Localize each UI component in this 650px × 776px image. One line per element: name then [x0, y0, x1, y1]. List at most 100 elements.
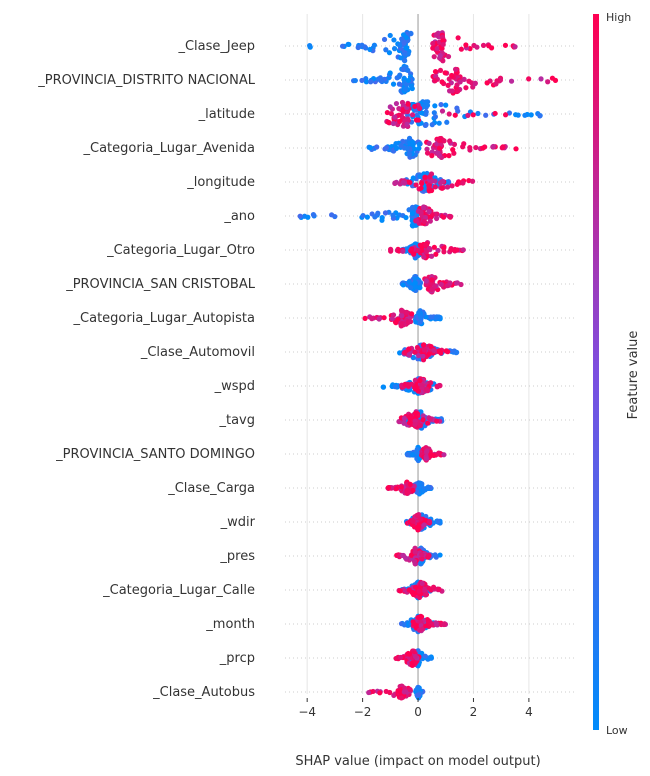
shap-point	[407, 481, 413, 487]
shap-point	[391, 37, 397, 43]
shap-point	[441, 138, 447, 144]
shap-point	[419, 110, 425, 116]
shap-point	[359, 42, 365, 48]
feature-label: _wdir	[220, 515, 256, 530]
feature-label: _month	[205, 617, 255, 632]
shap-point	[419, 580, 425, 587]
shap-point	[417, 377, 423, 384]
shap-point	[421, 347, 427, 353]
shap-point	[454, 105, 460, 111]
shap-point	[403, 214, 409, 221]
shap-point	[403, 45, 409, 51]
shap-point	[410, 175, 416, 181]
colorbar-title: Feature value	[626, 331, 641, 420]
shap-point	[408, 83, 414, 89]
shap-point	[409, 211, 416, 217]
shap-point	[412, 377, 418, 383]
shap-point	[426, 140, 432, 146]
x-axis: −4 −2 0 2 4	[298, 698, 533, 719]
feature-label: _PROVINCIA_SAN CRISTOBAL	[65, 277, 256, 292]
feature-label: _Clase_Jeep	[177, 39, 255, 54]
shap-point	[367, 46, 373, 53]
shap-point	[418, 209, 424, 216]
shap-point	[441, 245, 447, 251]
shap-point	[310, 212, 317, 218]
feature-label: _Categoria_Lugar_Avenida	[83, 141, 255, 156]
shap-point	[398, 312, 405, 318]
shap-point	[392, 384, 398, 390]
shap-point	[297, 213, 303, 219]
shap-point	[417, 480, 423, 486]
shap-point	[422, 174, 428, 180]
shap-point	[430, 584, 437, 590]
shap-point	[426, 518, 433, 525]
shap-point	[406, 135, 413, 141]
shap-point	[396, 248, 402, 254]
shap-point	[416, 105, 423, 111]
shap-point	[383, 47, 389, 53]
shap-point	[499, 145, 505, 151]
shap-point	[355, 44, 361, 51]
shap-point	[440, 214, 447, 220]
shap-point	[437, 67, 444, 74]
shap-point	[410, 487, 416, 494]
shap-point	[403, 81, 410, 88]
shap-point	[429, 277, 435, 283]
shap-point	[399, 36, 405, 42]
shap-point	[423, 122, 429, 128]
shap-point	[411, 483, 417, 489]
shap-point	[307, 43, 313, 49]
shap-point	[423, 278, 429, 284]
shap-point	[429, 122, 435, 128]
shap-point	[406, 587, 412, 593]
shap-point	[415, 388, 421, 394]
shap-point	[430, 45, 436, 51]
shap-point	[377, 75, 383, 81]
shap-point	[381, 315, 387, 321]
shap-point	[405, 383, 411, 389]
shap-point	[339, 43, 346, 49]
shap-point	[400, 179, 406, 186]
shap-point	[360, 212, 366, 219]
shap-point	[439, 185, 445, 191]
shap-point	[445, 349, 451, 355]
feature-label: _ano	[223, 209, 255, 224]
shap-point	[447, 280, 453, 286]
shap-point	[423, 623, 429, 629]
shap-point	[400, 282, 406, 288]
shap-point	[417, 173, 423, 180]
shap-point	[408, 31, 414, 37]
shap-point	[400, 66, 406, 73]
shap-point	[423, 249, 429, 255]
x-axis-title: SHAP value (impact on model output)	[295, 754, 540, 769]
shap-point	[412, 653, 418, 660]
shap-point	[480, 42, 487, 48]
shap-point	[387, 104, 393, 110]
shap-point	[420, 413, 426, 419]
shap-point	[432, 114, 438, 120]
shap-point	[393, 141, 399, 147]
shap-point	[448, 213, 454, 220]
shap-point	[415, 247, 421, 253]
shap-point	[435, 451, 441, 457]
shap-point	[452, 112, 458, 118]
shap-point	[483, 112, 489, 118]
shap-point	[427, 174, 433, 180]
x-tick-label: 4	[525, 705, 533, 719]
shap-point	[397, 42, 403, 49]
shap-point	[404, 121, 410, 127]
shap-point	[393, 655, 399, 662]
shap-point	[392, 180, 398, 186]
shap-point	[473, 144, 479, 151]
shap-point	[432, 178, 438, 184]
shap-point	[457, 79, 463, 85]
shap-point	[418, 382, 425, 388]
shap-point	[506, 110, 513, 116]
shap-point	[423, 242, 429, 248]
shap-point	[363, 79, 369, 85]
shap-point	[396, 418, 402, 425]
colorbar-gradient	[593, 14, 599, 730]
shap-point	[427, 415, 433, 422]
shap-point	[454, 247, 460, 253]
shap-point	[415, 117, 422, 123]
